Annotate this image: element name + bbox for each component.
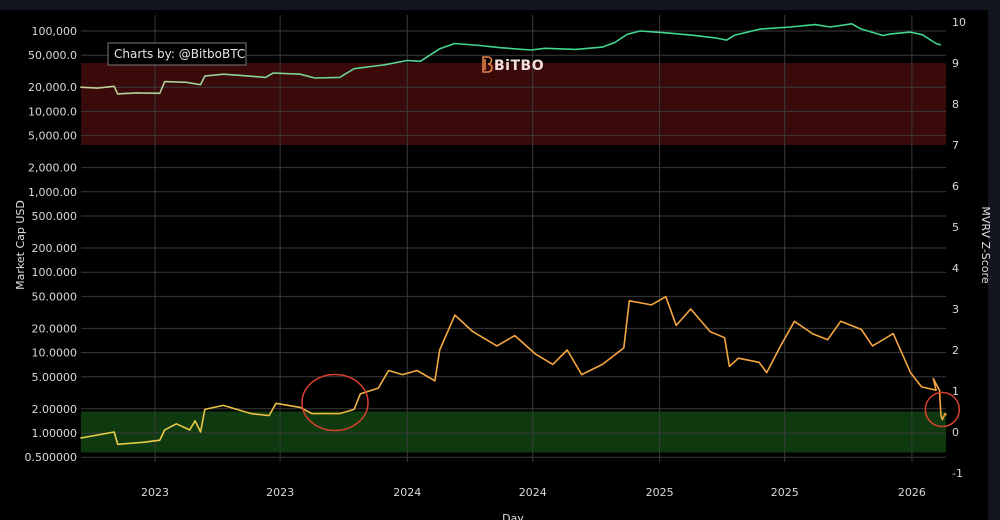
left-tick-label: 0.500000 [25,451,78,464]
x-tick-label: 2024 [393,486,421,499]
left-tick-label: 20.0000 [32,322,78,335]
right-axis-title: MVRV Z-Score [979,206,992,283]
right-tick-label: 2 [952,344,959,357]
right-tick-label: 5 [952,221,959,234]
left-tick-label: 500.000 [32,210,78,223]
left-tick-label: 20,000.0 [28,81,77,94]
right-tick-label: 9 [952,57,959,70]
right-tick-label: 3 [952,303,959,316]
left-tick-label: 200.000 [32,242,78,255]
right-tick-label: 0 [952,426,959,439]
left-tick-label: 2.00000 [32,403,78,416]
mvrv-zscore-line [80,295,948,446]
x-tick-label: 2024 [519,486,547,499]
right-tick-label: 4 [952,262,959,275]
left-tick-label: 100,000 [32,25,78,38]
bitbo-watermark: BiTBO [494,58,544,74]
highlight-circle [924,391,961,428]
right-tick-label: 10 [952,16,966,29]
left-tick-label: 1.00000 [32,427,78,440]
left-tick-label: 5,000.00 [28,130,77,143]
left-tick-label: 10,000.0 [28,105,77,118]
bitbo-logo [482,56,493,73]
left-tick-label: 50.0000 [32,290,78,303]
right-tick-label: -1 [952,467,963,480]
left-tick-label: 1,000.00 [28,186,77,199]
x-tick-label: 2023 [141,486,169,499]
right-tick-label: 1 [952,385,959,398]
x-tick-label: 2025 [646,486,674,499]
undervalued-band [81,411,946,453]
left-tick-label: 100.000 [32,266,78,279]
left-tick-label: 50,000.0 [28,49,77,62]
right-tick-label: 8 [952,98,959,111]
highlight-circle [301,373,369,432]
x-tick-label: 2023 [266,486,294,499]
left-tick-label: 5.00000 [32,371,78,384]
x-axis-title: Day [502,512,524,520]
right-tick-label: 6 [952,180,959,193]
left-tick-label: 10.0000 [32,347,78,360]
overvalued-band [81,63,946,145]
market-cap-line [80,23,942,95]
annotation-text: Charts by: @BitboBTC [114,47,245,61]
left-axis-title: Market Cap USD [14,200,27,290]
annotation-box: Charts by: @BitboBTC [107,42,247,66]
left-tick-label: 2,000.00 [28,162,77,175]
x-tick-label: 2026 [898,486,926,499]
right-tick-label: 7 [952,139,959,152]
x-tick-label: 2025 [771,486,799,499]
